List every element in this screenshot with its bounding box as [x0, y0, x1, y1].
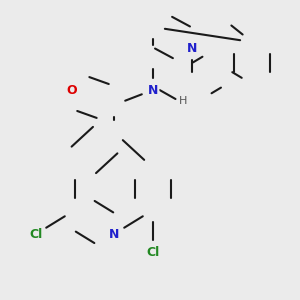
Text: N: N [187, 41, 197, 55]
Text: Cl: Cl [146, 245, 160, 259]
Text: O: O [67, 83, 77, 97]
Text: Cl: Cl [29, 227, 43, 241]
Text: H: H [179, 95, 187, 106]
Text: N: N [148, 83, 158, 97]
Text: N: N [109, 227, 119, 241]
